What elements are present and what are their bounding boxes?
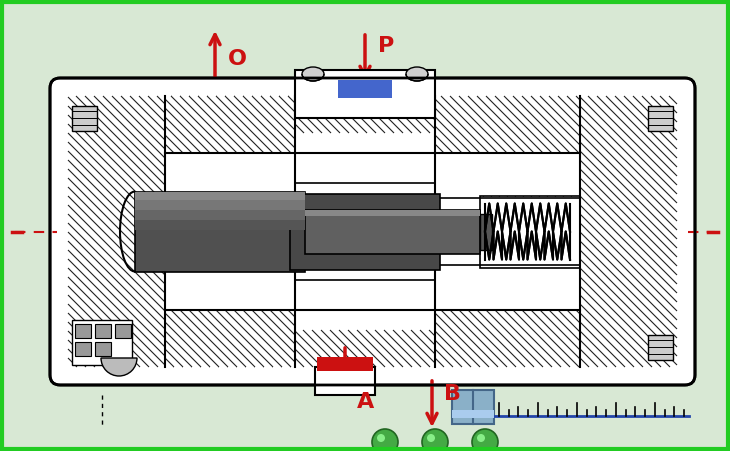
Bar [95,324,111,338]
Text: A: A [357,392,374,412]
Bar [135,220,305,230]
Bar [75,342,91,356]
Bar [481,197,579,267]
Bar [480,195,580,267]
Bar [305,210,480,253]
Bar [72,320,132,365]
Text: O: O [228,49,247,69]
Circle shape [472,429,498,451]
Bar [290,193,440,270]
Circle shape [377,434,385,442]
FancyBboxPatch shape [50,78,695,385]
Bar [315,367,375,395]
Bar [648,335,673,360]
Bar [339,80,391,98]
Text: P: P [378,36,394,56]
Bar [135,192,305,272]
Bar [480,213,492,249]
Ellipse shape [302,67,324,81]
Ellipse shape [406,67,428,81]
Bar [317,357,373,371]
Circle shape [422,429,448,451]
Bar [135,210,305,220]
Bar [135,192,305,202]
Text: B: B [444,384,461,404]
Bar [165,310,295,367]
Bar [165,96,295,153]
Wedge shape [101,358,137,376]
Circle shape [372,429,398,451]
Circle shape [477,434,485,442]
Bar [305,210,480,216]
Bar [115,324,131,338]
Bar [95,342,111,356]
Bar [648,106,673,131]
Bar [75,324,91,338]
Bar [72,106,97,131]
Bar [452,390,494,424]
Circle shape [427,434,435,442]
Bar [135,199,305,210]
Bar [295,70,435,118]
Bar [452,410,494,418]
